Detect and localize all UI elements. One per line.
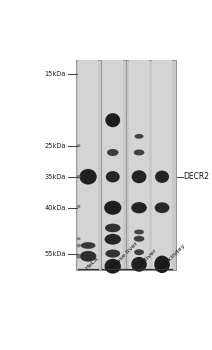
Ellipse shape bbox=[107, 149, 119, 156]
Text: 35kDa: 35kDa bbox=[45, 174, 66, 180]
Ellipse shape bbox=[77, 254, 81, 259]
Ellipse shape bbox=[105, 113, 120, 127]
Ellipse shape bbox=[155, 170, 169, 183]
Ellipse shape bbox=[131, 257, 147, 272]
Ellipse shape bbox=[104, 201, 121, 215]
Ellipse shape bbox=[105, 259, 121, 274]
Ellipse shape bbox=[77, 205, 81, 208]
Bar bbox=[102, 60, 123, 270]
Ellipse shape bbox=[77, 175, 81, 178]
Text: 55kDa: 55kDa bbox=[45, 251, 66, 257]
Text: 40kDa: 40kDa bbox=[45, 205, 66, 211]
Ellipse shape bbox=[105, 250, 120, 258]
Ellipse shape bbox=[135, 134, 144, 139]
Text: DECR2: DECR2 bbox=[183, 172, 209, 181]
Bar bbox=[129, 60, 149, 270]
Ellipse shape bbox=[80, 251, 96, 262]
Ellipse shape bbox=[134, 249, 144, 255]
Text: 25kDa: 25kDa bbox=[45, 143, 66, 149]
Bar bbox=[76, 60, 176, 270]
Ellipse shape bbox=[105, 234, 121, 245]
Text: 15kDa: 15kDa bbox=[45, 71, 66, 77]
Ellipse shape bbox=[106, 171, 120, 182]
Ellipse shape bbox=[132, 170, 146, 183]
Bar bbox=[78, 60, 98, 270]
Ellipse shape bbox=[81, 242, 96, 249]
Ellipse shape bbox=[134, 236, 144, 242]
Bar bbox=[152, 60, 172, 270]
Ellipse shape bbox=[154, 256, 170, 273]
Ellipse shape bbox=[155, 202, 169, 213]
Ellipse shape bbox=[80, 169, 97, 184]
Ellipse shape bbox=[134, 149, 144, 155]
Ellipse shape bbox=[77, 244, 81, 247]
Text: Rat liver: Rat liver bbox=[135, 248, 158, 271]
Ellipse shape bbox=[77, 237, 81, 240]
Ellipse shape bbox=[105, 224, 121, 232]
Ellipse shape bbox=[77, 144, 81, 147]
Text: HeLa: HeLa bbox=[85, 256, 99, 271]
Ellipse shape bbox=[131, 202, 147, 214]
Ellipse shape bbox=[134, 230, 144, 235]
Text: Mouse liver: Mouse liver bbox=[109, 241, 139, 271]
Text: Rat kindey: Rat kindey bbox=[159, 243, 186, 271]
